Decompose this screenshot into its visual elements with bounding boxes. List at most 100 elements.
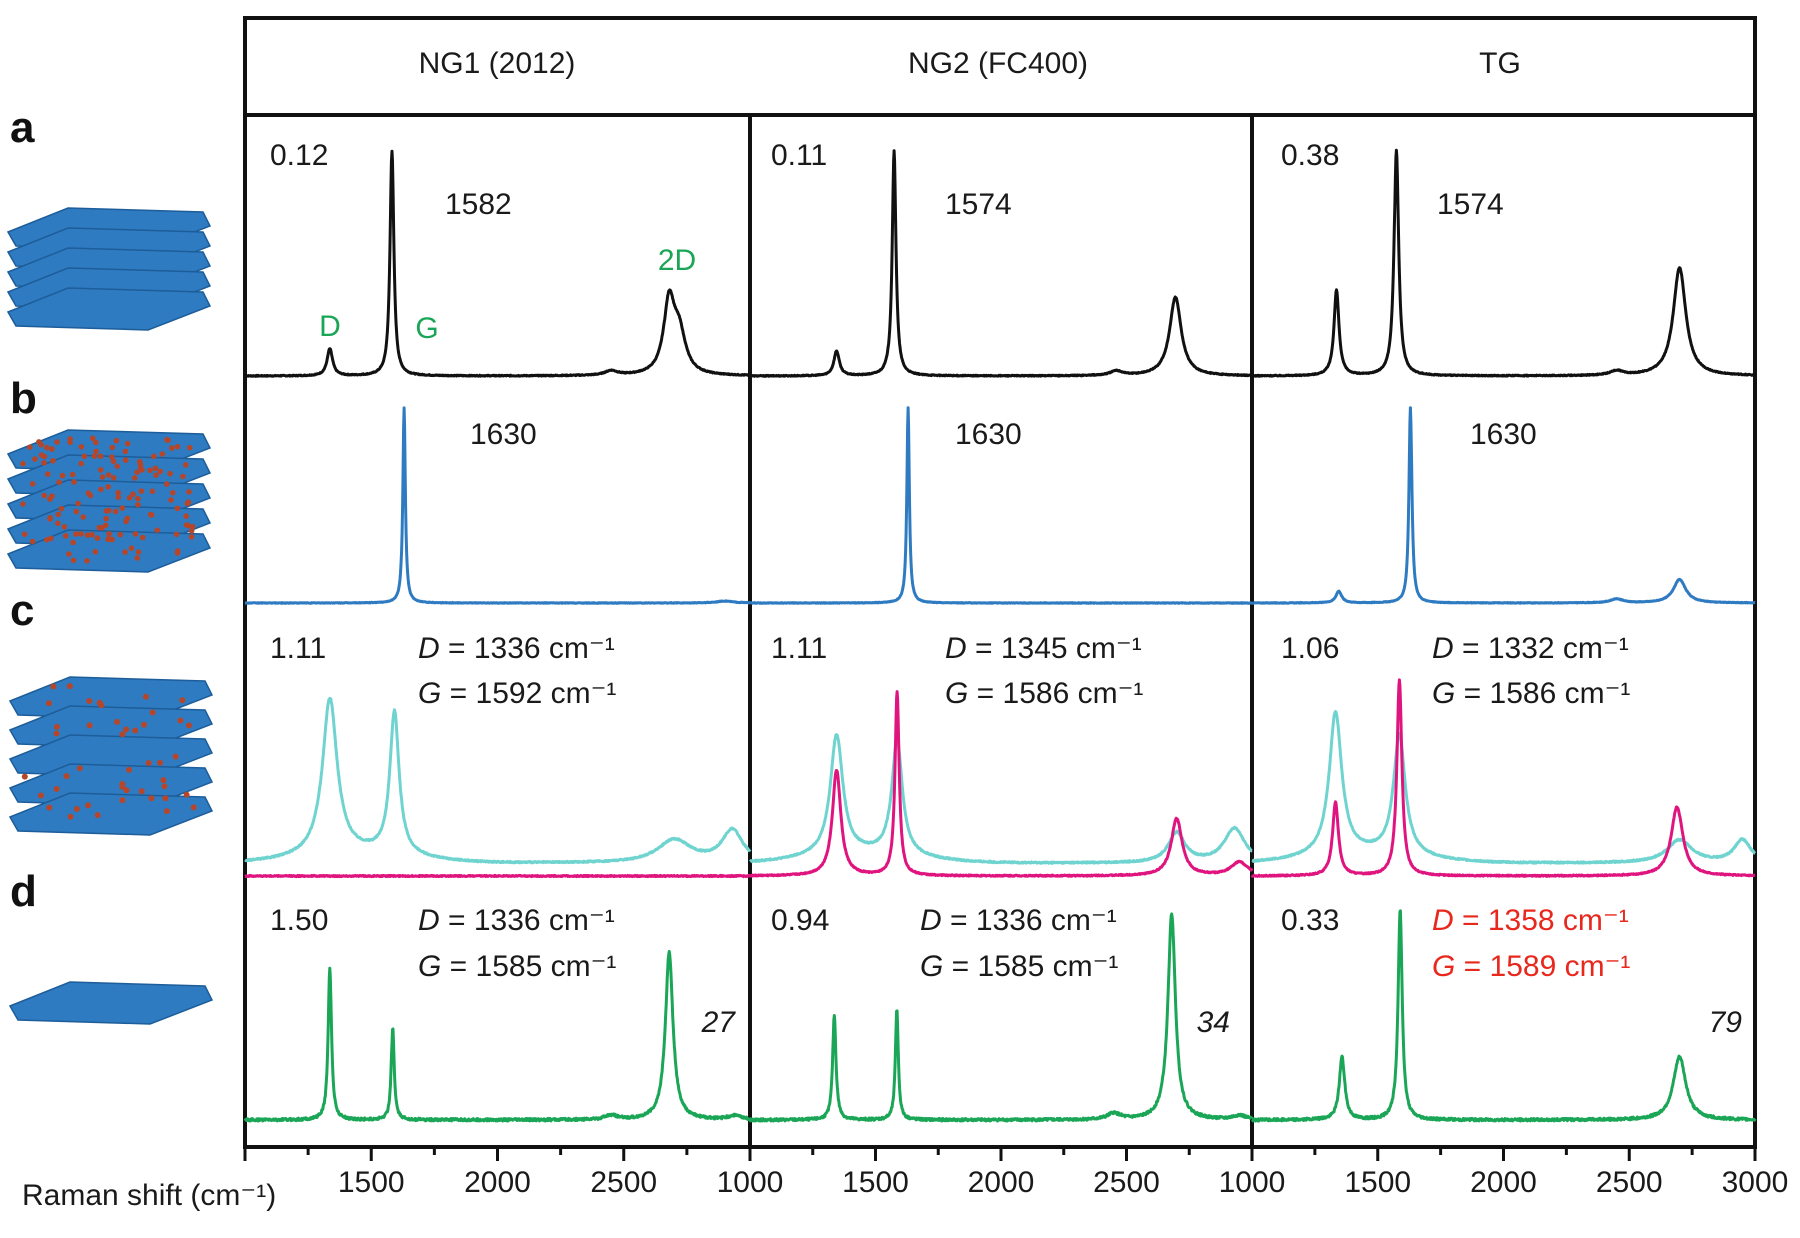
spectrum-a-0-black: [244, 149, 751, 378]
g-band-position: G = 1589 cm⁻¹: [1432, 950, 1630, 983]
structure-illustrations: [6, 207, 214, 1025]
intensity-ratio: 1.11: [270, 632, 326, 665]
g-band-position-value: = 1589 cm⁻¹: [1455, 950, 1630, 983]
g-peak-position: 1574: [945, 188, 1012, 221]
d-band-position: D = 1336 cm⁻¹: [920, 904, 1117, 937]
column-header-ng1: NG1 (2012): [419, 47, 576, 80]
d-band-position-symbol: D: [945, 632, 967, 665]
x-tick-label: 2500: [1596, 1166, 1663, 1199]
spectrum-c-0-cyan: [244, 696, 752, 865]
spectrum-d-0-green: [243, 949, 752, 1123]
2d-band-label: 2D: [658, 244, 696, 277]
monolayer-graphene-icon: [8, 981, 214, 1025]
x-axis-label: Raman shift (cm⁻¹): [22, 1179, 276, 1212]
g-peak-position: 1630: [470, 418, 537, 451]
g-band-position: G = 1585 cm⁻¹: [418, 950, 616, 983]
x-tick-label: 2000: [1470, 1166, 1537, 1199]
d-band-position-value: = 1332 cm⁻¹: [1454, 632, 1629, 665]
d-band-position: D = 1345 cm⁻¹: [945, 632, 1142, 665]
d-band-position: D = 1336 cm⁻¹: [418, 632, 615, 665]
d-band-position-value: = 1358 cm⁻¹: [1454, 904, 1629, 937]
spectrum-d-2-green: [1251, 909, 1757, 1123]
spectrum-c-0-magenta: [244, 873, 752, 879]
intensity-ratio: 1.06: [1281, 632, 1339, 665]
multilayer-graphene-icon: [6, 207, 212, 331]
column-header-tg: TG: [1479, 47, 1521, 80]
d-band-label: D: [319, 310, 341, 343]
row-label-b: b: [10, 374, 37, 423]
spectrum-d-1-green: [748, 912, 1254, 1123]
spectrum-c-1-cyan: [749, 733, 1253, 865]
g-band-position-value: = 1585 cm⁻¹: [441, 950, 616, 983]
intercalated-graphene-icon: [6, 429, 212, 573]
row-label-d: d: [10, 867, 37, 916]
g-band-position-symbol: G: [418, 677, 441, 710]
d-band-position: D = 1336 cm⁻¹: [418, 904, 615, 937]
g-band-position: G = 1592 cm⁻¹: [418, 677, 616, 710]
x-axis: 1500 2000 2500 1000 1500 2000 2500 1000 1500 2000…: [22, 1147, 1788, 1212]
g-peak-position: 1574: [1437, 188, 1504, 221]
x-tick-label: 2500: [1093, 1166, 1160, 1199]
g-band-position-symbol: G: [1432, 950, 1455, 983]
spectrum-b-0-blue: [244, 406, 751, 605]
x-tick-label: 2500: [590, 1166, 657, 1199]
x-tick-label: 1500: [1344, 1166, 1411, 1199]
spectrum-a-1-black: [748, 149, 1254, 378]
g-peak-position: 1630: [1470, 418, 1537, 451]
intensity-ratio: 0.33: [1281, 904, 1339, 937]
x-tick-label: 1000: [717, 1166, 784, 1199]
g-peak-position: 1630: [955, 418, 1022, 451]
scale-factor: 79: [1709, 1006, 1743, 1039]
g-band-position: G = 1585 cm⁻¹: [920, 950, 1118, 983]
d-band-position-symbol: D: [418, 904, 440, 937]
x-tick-label: 2000: [464, 1166, 531, 1199]
x-tick-label: 1500: [842, 1166, 909, 1199]
x-tick-label: 2000: [968, 1166, 1035, 1199]
spectrum-b-2-blue: [1251, 406, 1756, 605]
g-band-position-value: = 1592 cm⁻¹: [441, 677, 616, 710]
d-band-position-value: = 1336 cm⁻¹: [942, 904, 1117, 937]
spectra-traces: [243, 148, 1757, 1123]
row-label-a: a: [10, 103, 35, 152]
g-band-position-symbol: G: [945, 677, 968, 710]
g-band-label: G: [415, 312, 438, 345]
g-band-position: G = 1586 cm⁻¹: [1432, 677, 1630, 710]
intensity-ratio: 0.11: [771, 139, 827, 172]
spectrum-c-2-magenta: [1250, 678, 1756, 878]
g-band-position-symbol: G: [1432, 677, 1455, 710]
d-band-position-value: = 1336 cm⁻¹: [440, 904, 615, 937]
spectrum-c-1-magenta: [749, 690, 1254, 878]
spectrum-a-2-black: [1251, 148, 1756, 378]
d-band-position-symbol: D: [1432, 632, 1454, 665]
d-band-position: D = 1358 cm⁻¹: [1432, 904, 1629, 937]
intensity-ratio: 1.11: [771, 632, 827, 665]
g-band-position-symbol: G: [920, 950, 943, 983]
spectrum-b-1-blue: [749, 406, 1253, 605]
x-tick-label: 1000: [1219, 1166, 1286, 1199]
g-band-position-symbol: G: [418, 950, 441, 983]
d-band-position: D = 1332 cm⁻¹: [1432, 632, 1629, 665]
row-label-c: c: [10, 586, 34, 635]
g-peak-position: 1582: [445, 188, 512, 221]
column-headers: NG1 (2012) NG2 (FC400) TG: [419, 47, 1521, 80]
intensity-ratio: 0.94: [771, 904, 829, 937]
d-band-position-symbol: D: [1432, 904, 1454, 937]
d-band-position-symbol: D: [418, 632, 440, 665]
column-header-ng2: NG2 (FC400): [908, 47, 1088, 80]
row-labels: a b c d: [10, 103, 37, 916]
x-tick-label: 1500: [338, 1166, 405, 1199]
functionalized-graphene-icon: [8, 676, 214, 836]
d-band-position-value: = 1336 cm⁻¹: [440, 632, 615, 665]
intensity-ratio: 0.38: [1281, 139, 1339, 172]
g-band-position-value: = 1586 cm⁻¹: [968, 677, 1143, 710]
g-band-position: G = 1586 cm⁻¹: [945, 677, 1143, 710]
spectrum-c-2-cyan: [1251, 710, 1756, 865]
g-band-position-value: = 1585 cm⁻¹: [943, 950, 1118, 983]
intensity-ratio: 0.12: [270, 139, 328, 172]
d-band-position-value: = 1345 cm⁻¹: [967, 632, 1142, 665]
d-band-position-symbol: D: [920, 904, 942, 937]
intensity-ratio: 1.50: [270, 904, 328, 937]
g-band-position-value: = 1586 cm⁻¹: [1455, 677, 1630, 710]
